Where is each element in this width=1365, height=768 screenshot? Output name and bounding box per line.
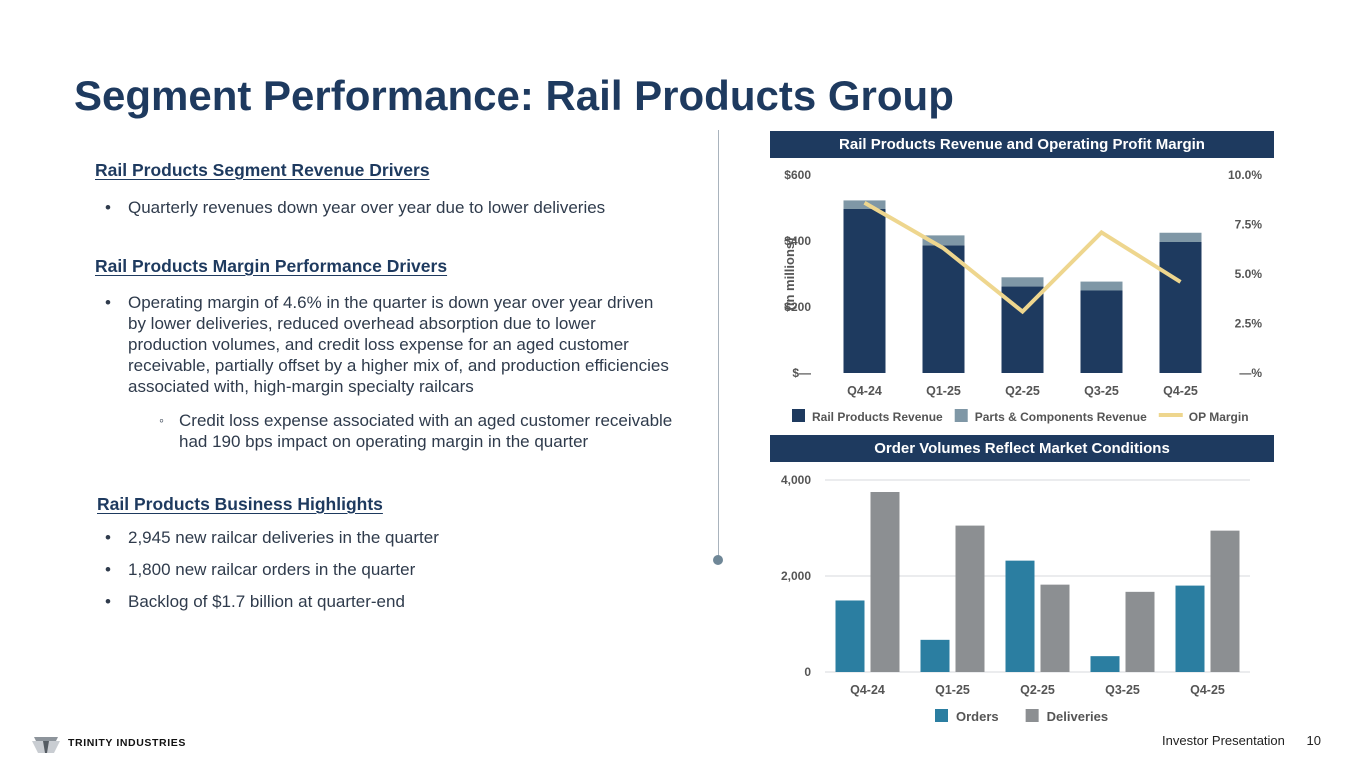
bar-parts-components-revenue (922, 235, 965, 246)
y2-tick-label: 10.0% (1228, 168, 1262, 182)
bullet-glyph: • (105, 198, 111, 217)
y2-tick-label: 2.5% (1235, 317, 1263, 331)
page-number: 10 (1306, 733, 1321, 748)
bar-rail-products-revenue (1080, 290, 1123, 373)
y-tick-label: 2,000 (781, 569, 811, 583)
bar-rail-products-revenue (843, 208, 886, 373)
sub-bullet-glyph: ◦ (159, 412, 164, 428)
x-tick-label: Q2-25 (1005, 384, 1040, 398)
legend-label: Parts & Components Revenue (975, 410, 1147, 424)
bullet-text: 1,800 new railcar orders in the quarter (128, 560, 416, 579)
bar-orders (920, 639, 950, 672)
revenue-margin-chart: $— $200 $400 $600 —% 2.5% 5.0% 7.5% 10.0% (in mil… (782, 168, 1263, 424)
y-tick-label: $200 (784, 300, 811, 314)
y-tick-label: 4,000 (781, 473, 811, 487)
bullet-text: 2,945 new railcar deliveries in the quar… (128, 528, 439, 547)
sub-bullet-item: ◦ Credit loss expense associated with an… (95, 410, 675, 452)
x-tick-label: Q3-25 (1105, 683, 1140, 697)
divider-dot (713, 555, 723, 565)
legend-label: OP Margin (1189, 410, 1249, 424)
x-tick-label: Q4-24 (850, 683, 885, 697)
chart2-title-bar: Order Volumes Reflect Market Conditions (770, 435, 1274, 462)
legend-label: Deliveries (1047, 709, 1108, 724)
trinity-logo-icon (32, 737, 60, 753)
bar-orders (1090, 656, 1120, 672)
bar-rail-products-revenue (1159, 241, 1202, 373)
bullet-text: Operating margin of 4.6% in the quarter … (128, 293, 669, 396)
sub-bullet-text: Credit loss expense associated with an a… (179, 411, 673, 451)
y-tick-label: $— (792, 366, 811, 380)
x-tick-label: Q4-25 (1163, 384, 1198, 398)
legend-swatch (1025, 709, 1039, 722)
y-tick-label: 0 (804, 665, 811, 679)
chart1-title-bar: Rail Products Revenue and Operating Prof… (770, 131, 1274, 158)
bar-orders (1005, 560, 1035, 672)
y-tick-label: $600 (784, 168, 811, 182)
revenue-drivers-heading: Rail Products Segment Revenue Drivers (95, 160, 430, 180)
x-tick-label: Q3-25 (1084, 384, 1119, 398)
x-tick-label: Q2-25 (1020, 683, 1055, 697)
legend-swatch-line (1158, 413, 1183, 417)
x-tick-label: Q4-25 (1190, 683, 1225, 697)
y-tick-label: $400 (784, 234, 811, 248)
bullet-glyph: • (105, 592, 111, 611)
company-logo: TRINITY INDUSTRIES (30, 731, 186, 755)
bar-deliveries (1040, 584, 1070, 672)
bar-rail-products-revenue (922, 245, 965, 373)
logo-wordmark: TRINITY INDUSTRIES (68, 737, 186, 749)
bar-parts-components-revenue (1080, 281, 1123, 291)
bar-deliveries (955, 525, 985, 672)
bullet-item: • 1,800 new railcar orders in the quarte… (95, 559, 675, 580)
footer-label: Investor Presentation (1162, 733, 1285, 748)
margin-drivers-heading: Rail Products Margin Performance Drivers (95, 256, 448, 276)
bullet-glyph: • (105, 293, 111, 312)
bullet-text: Backlog of $1.7 billion at quarter-end (128, 592, 405, 611)
text-panel: Rail Products Segment Revenue Drivers • … (95, 160, 675, 612)
bullet-item: • 2,945 new railcar deliveries in the qu… (95, 527, 675, 548)
y2-tick-label: —% (1239, 366, 1262, 380)
business-highlights-heading: Rail Products Business Highlights (97, 494, 383, 514)
x-tick-label: Q1-25 (926, 384, 961, 398)
op-margin-line (863, 200, 1182, 315)
legend-label: Orders (956, 709, 999, 724)
x-tick-label: Q1-25 (935, 683, 970, 697)
bullet-glyph: • (105, 528, 111, 547)
legend-swatch (935, 709, 948, 722)
bar-deliveries (870, 492, 900, 672)
bar-deliveries (1125, 591, 1155, 672)
y2-tick-label: 7.5% (1235, 218, 1263, 232)
bar-parts-components-revenue (1001, 277, 1044, 287)
bullet-item: • Quarterly revenues down year over year… (95, 197, 675, 218)
legend-swatch (792, 409, 805, 422)
bar-orders (1175, 585, 1205, 672)
vertical-divider (718, 130, 719, 560)
x-tick-label: Q4-24 (847, 384, 882, 398)
bar-parts-components-revenue (1159, 232, 1202, 242)
bar-orders (835, 600, 865, 672)
bullet-item: • Backlog of $1.7 billion at quarter-end (95, 591, 675, 612)
legend-swatch (954, 409, 968, 422)
order-volumes-chart: 0 2,000 4,000 Q4-24 Q1-25 Q2-25 Q3-25 Q4-25 Orde… (781, 473, 1250, 724)
bullet-text: Quarterly revenues down year over year d… (128, 198, 606, 217)
bullet-item: • Operating margin of 4.6% in the quarte… (95, 292, 675, 397)
footer: Investor Presentation 10 (1162, 733, 1321, 748)
y2-tick-label: 5.0% (1235, 267, 1263, 281)
bar-deliveries (1210, 530, 1240, 672)
page-title: Segment Performance: Rail Products Group (74, 72, 954, 119)
bullet-glyph: • (105, 560, 111, 579)
y-axis-label: (in millions) (782, 238, 797, 311)
legend-label: Rail Products Revenue (812, 410, 943, 424)
